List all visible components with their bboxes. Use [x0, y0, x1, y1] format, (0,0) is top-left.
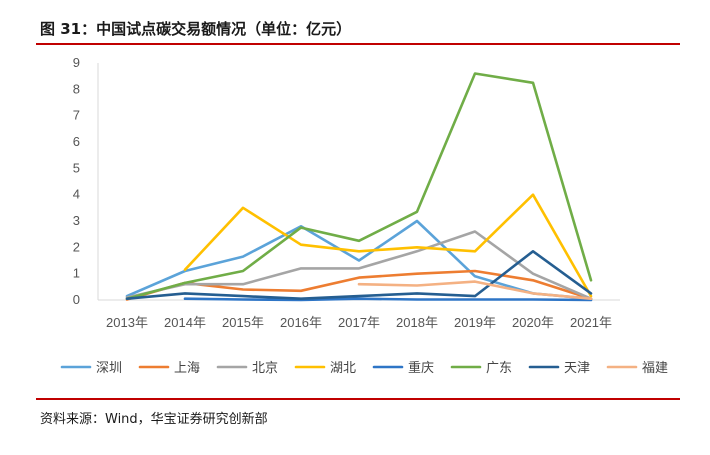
x-tick-label: 2019年: [454, 315, 496, 330]
chart-series: [125, 72, 593, 302]
x-tick-label: 2017年: [338, 315, 380, 330]
chart-axes: 0 1 2 3 4 5 6 7 8 9 2013年 2014年 2015年 2016年 2017年 2018年…: [73, 55, 620, 330]
series-line: [125, 250, 593, 300]
x-tick-label: 2021年: [570, 315, 612, 330]
chart-legend: 深圳 上海 北京 湖北 重庆 广东 天津 福建: [60, 360, 668, 376]
y-tick-label: 3: [73, 213, 80, 228]
series-line: [125, 230, 593, 300]
x-tick-label: 2018年: [396, 315, 438, 330]
x-tick-label: 2013年: [106, 315, 148, 330]
legend-label: 北京: [252, 361, 278, 376]
legend-label: 福建: [642, 361, 668, 376]
legend-label: 广东: [486, 361, 512, 376]
legend-label: 湖北: [330, 361, 356, 376]
y-tick-label: 7: [73, 108, 80, 123]
x-tick-label: 2020年: [512, 315, 554, 330]
series-line: [125, 72, 593, 300]
series-line: [357, 280, 593, 300]
legend-label: 重庆: [408, 360, 434, 376]
legend-label: 天津: [564, 361, 590, 376]
x-tick-label: 2014年: [164, 315, 206, 330]
y-tick-label: 2: [73, 239, 80, 254]
y-tick-label: 6: [73, 134, 80, 149]
y-tick-label: 5: [73, 160, 80, 175]
y-tick-label: 8: [73, 81, 80, 96]
chart-title: 图 31：中国试点碳交易额情况（单位：亿元）: [40, 20, 352, 38]
series-line: [125, 219, 593, 300]
legend-label: 深圳: [96, 361, 122, 376]
y-tick-label: 9: [73, 55, 80, 70]
source-note: 资料来源：Wind，华宝证券研究创新部: [40, 412, 268, 427]
x-tick-label: 2015年: [222, 315, 264, 330]
legend-label: 上海: [174, 361, 200, 376]
y-tick-label: 0: [73, 292, 80, 307]
y-tick-label: 1: [73, 266, 80, 281]
title-divider: [36, 43, 680, 45]
y-tick-label: 4: [73, 187, 80, 202]
series-line: [183, 193, 593, 298]
series-line: [183, 297, 593, 302]
x-tick-label: 2016年: [280, 315, 322, 330]
source-divider: [36, 398, 680, 400]
